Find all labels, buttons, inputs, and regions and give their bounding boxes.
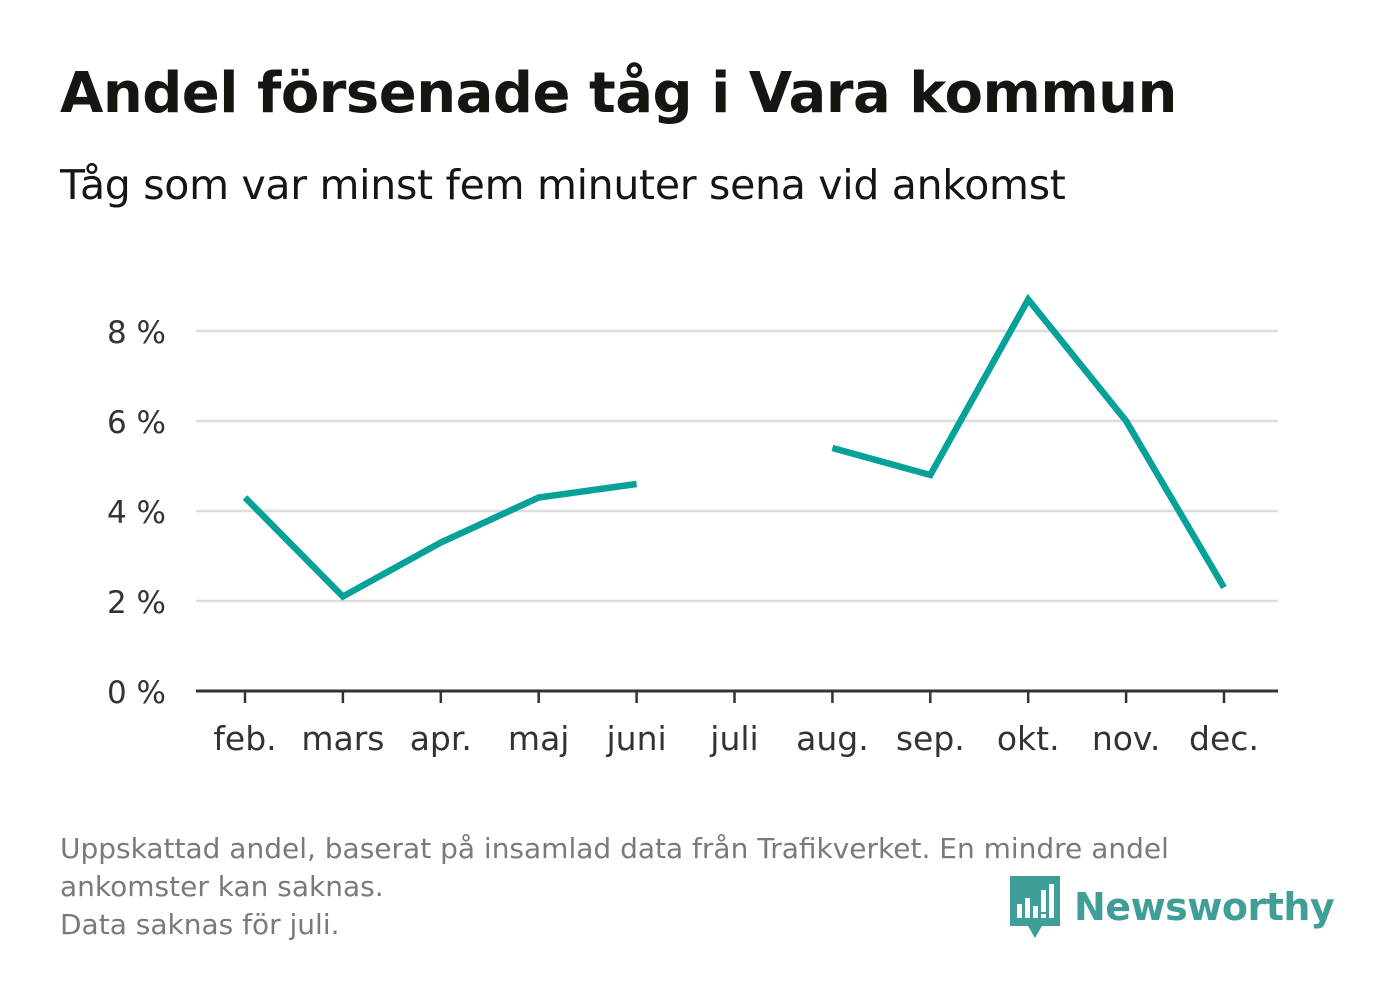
series-line-segment xyxy=(242,480,638,601)
x-tick-label: nov. xyxy=(1092,719,1161,758)
y-tick-label: 4 % xyxy=(107,495,166,531)
footnote-line: Data saknas för juli. xyxy=(60,908,340,941)
footnote-line: Uppskattad andel, baserat på insamlad da… xyxy=(60,832,1169,865)
brand-name: Newsworthy xyxy=(1074,885,1335,929)
footnote-line: ankomster kan saknas. xyxy=(60,870,384,903)
y-tick-label: 8 % xyxy=(107,315,166,351)
x-tick-label: maj xyxy=(508,719,570,758)
x-tick-label: sep. xyxy=(896,719,965,758)
line-chart: 0 % 2 % 4 % 6 % 8 % feb. mars apr. maj juni juli au… xyxy=(107,293,1278,758)
y-tick-label: 0 % xyxy=(107,675,166,711)
newsworthy-logo-icon xyxy=(1010,876,1060,938)
footnote: Uppskattad andel, baserat på insamlad da… xyxy=(60,830,1310,944)
brand-logo: Newsworthy xyxy=(1010,876,1335,938)
chart-subtitle: Tåg som var minst fem minuter sena vid a… xyxy=(60,161,1066,209)
x-tick-label: juni xyxy=(606,719,667,758)
y-tick-label: 6 % xyxy=(107,405,166,441)
x-tick-label: juli xyxy=(709,719,758,758)
x-tick-label: feb. xyxy=(213,719,276,758)
x-tick-label: dec. xyxy=(1189,719,1259,758)
chart-title: Andel försenade tåg i Vara kommun xyxy=(60,61,1177,126)
x-tick-label: apr. xyxy=(410,719,472,758)
series-line-segment xyxy=(831,293,1227,590)
x-tick-label: mars xyxy=(301,719,384,758)
y-tick-label: 2 % xyxy=(107,585,166,621)
x-tick-label: okt. xyxy=(997,719,1060,758)
x-tick-label: aug. xyxy=(796,719,869,758)
